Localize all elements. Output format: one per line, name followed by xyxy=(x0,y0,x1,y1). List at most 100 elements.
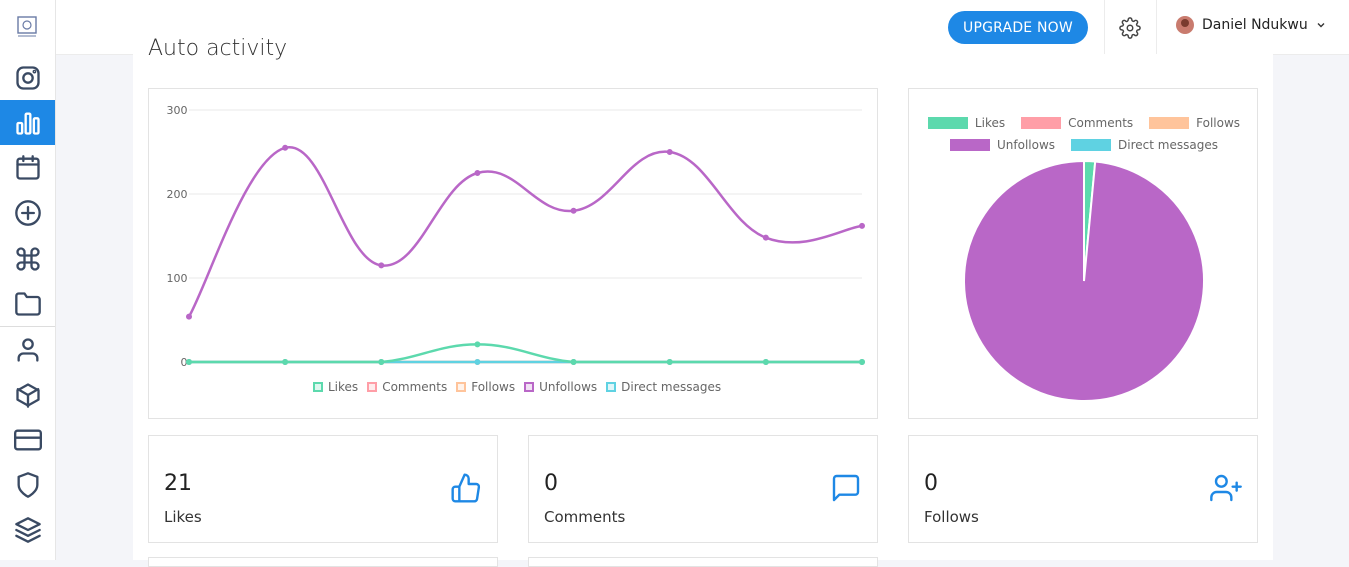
data-point-unfollows[interactable] xyxy=(282,144,289,151)
user-menu[interactable]: Daniel Ndukwu xyxy=(1176,16,1326,34)
likes-stat-card: 21 Likes xyxy=(148,435,498,543)
pie-legend-item-comments[interactable]: Comments xyxy=(1021,116,1133,130)
data-point-unfollows[interactable] xyxy=(666,149,673,155)
y-tick-label: 300 xyxy=(167,104,188,117)
legend-item-direct-messages[interactable]: Direct messages xyxy=(606,380,721,394)
pie-chart-card: Likes Comments Follows Unfollows Direct mess… xyxy=(908,88,1258,419)
legend-label: Follows xyxy=(471,380,516,394)
section-title: Auto activity xyxy=(148,36,288,61)
data-point-likes[interactable] xyxy=(474,341,481,348)
data-point-unfollows[interactable] xyxy=(762,234,769,241)
comments-count: 0 xyxy=(544,471,558,496)
data-point-direct-messages[interactable] xyxy=(474,359,481,365)
top-bar: UPGRADE NOW Daniel Ndukwu xyxy=(56,0,1349,55)
follows-label: Follows xyxy=(924,508,979,526)
data-point-unfollows[interactable] xyxy=(474,170,481,176)
legend-swatch xyxy=(927,117,968,129)
gear-icon xyxy=(1119,17,1141,39)
stat-card-partial xyxy=(528,557,878,567)
sidebar-item-package[interactable] xyxy=(0,372,55,417)
data-point-likes[interactable] xyxy=(762,359,769,365)
legend-item-unfollows[interactable]: Unfollows xyxy=(524,380,597,394)
calendar-icon xyxy=(15,154,40,180)
bar-chart-icon xyxy=(15,112,40,135)
data-point-likes[interactable] xyxy=(378,359,385,365)
sidebar-item-analytics[interactable] xyxy=(0,100,55,145)
data-point-unfollows[interactable] xyxy=(859,222,865,229)
comments-stat-card: 0 Comments xyxy=(528,435,878,543)
data-point-likes[interactable] xyxy=(186,359,192,365)
pie-legend-item-direct-messages[interactable]: Direct messages xyxy=(1071,138,1218,152)
data-point-unfollows[interactable] xyxy=(570,207,577,214)
pie-legend-item-likes[interactable]: Likes xyxy=(927,116,1006,130)
pie-legend-item-follows[interactable]: Follows xyxy=(1149,116,1240,130)
upgrade-now-button[interactable]: UPGRADE NOW xyxy=(948,11,1088,44)
pie-chart xyxy=(963,159,1205,402)
instagram-icon xyxy=(15,65,40,90)
line-chart-card: 0 100 200 300 Likes Comments Follows Unfollows… xyxy=(148,88,878,419)
y-tick-label: 200 xyxy=(167,188,188,201)
series-line-unfollows xyxy=(187,146,863,318)
comments-label: Comments xyxy=(544,508,626,526)
main-content: Auto activity 0 100 200 300 Likes Comments Fo… xyxy=(133,36,1273,567)
topbar-divider xyxy=(1156,0,1157,54)
legend-swatch xyxy=(456,382,467,392)
y-tick-label: 0 xyxy=(181,356,188,369)
pie-chart-legend: Likes Comments Follows Unfollows Direct mess… xyxy=(909,112,1259,156)
legend-label: Unfollows xyxy=(997,138,1056,152)
legend-swatch xyxy=(1149,117,1190,129)
legend-item-comments[interactable]: Comments xyxy=(367,380,447,394)
legend-item-likes[interactable]: Likes xyxy=(313,380,358,394)
data-point-unfollows[interactable] xyxy=(378,262,385,269)
legend-swatch xyxy=(950,139,991,151)
pie-legend-row: Unfollows Direct messages xyxy=(909,134,1259,156)
likes-count: 21 xyxy=(164,471,192,496)
shield-icon xyxy=(17,471,38,498)
legend-label: Unfollows xyxy=(539,380,598,394)
pie-legend-row: Likes Comments Follows xyxy=(909,112,1259,134)
settings-button[interactable] xyxy=(1119,17,1141,39)
legend-label: Direct messages xyxy=(1118,138,1218,152)
box-icon xyxy=(15,382,40,408)
stat-card-partial xyxy=(148,557,498,567)
user-name: Daniel Ndukwu xyxy=(1202,17,1308,33)
legend-swatch xyxy=(524,382,535,392)
folder-icon xyxy=(14,291,41,316)
data-point-likes[interactable] xyxy=(666,359,673,365)
data-point-likes[interactable] xyxy=(282,359,289,365)
avatar xyxy=(1176,16,1194,34)
legend-label: Direct messages xyxy=(621,380,722,394)
sidebar-item-billing[interactable] xyxy=(0,417,55,462)
sidebar-item-calendar[interactable] xyxy=(0,145,55,190)
series-line-likes xyxy=(189,343,862,364)
sidebar-item-profile[interactable] xyxy=(0,327,55,372)
legend-item-follows[interactable]: Follows xyxy=(456,380,515,394)
topbar-divider xyxy=(1104,0,1105,54)
sidebar-item-instagram[interactable] xyxy=(0,55,55,100)
pie-slice-unfollows[interactable] xyxy=(963,159,1205,402)
legend-swatch xyxy=(606,382,617,392)
follows-count: 0 xyxy=(924,471,938,496)
sidebar-item-folder[interactable] xyxy=(0,281,55,326)
legend-label: Comments xyxy=(1068,116,1134,130)
app-logo[interactable] xyxy=(14,13,40,39)
legend-label: Follows xyxy=(1196,116,1241,130)
sidebar-item-security[interactable] xyxy=(0,462,55,507)
sidebar-item-create[interactable] xyxy=(0,190,55,235)
layers-icon xyxy=(14,516,41,543)
data-point-likes[interactable] xyxy=(570,359,577,365)
data-point-unfollows[interactable] xyxy=(186,313,192,320)
sidebar xyxy=(0,0,56,560)
sidebar-item-layers[interactable] xyxy=(0,507,55,552)
y-tick-label: 100 xyxy=(167,272,188,285)
user-icon xyxy=(17,337,38,362)
legend-swatch xyxy=(313,382,323,392)
command-icon xyxy=(15,246,40,271)
line-chart: 0 100 200 300 xyxy=(167,104,865,369)
thumbs-up-icon xyxy=(450,472,482,504)
legend-label: Comments xyxy=(382,380,448,394)
data-point-likes[interactable] xyxy=(859,359,865,365)
pie-legend-item-unfollows[interactable]: Unfollows xyxy=(950,138,1055,152)
sidebar-item-command[interactable] xyxy=(0,236,55,281)
legend-label: Likes xyxy=(974,116,1006,130)
